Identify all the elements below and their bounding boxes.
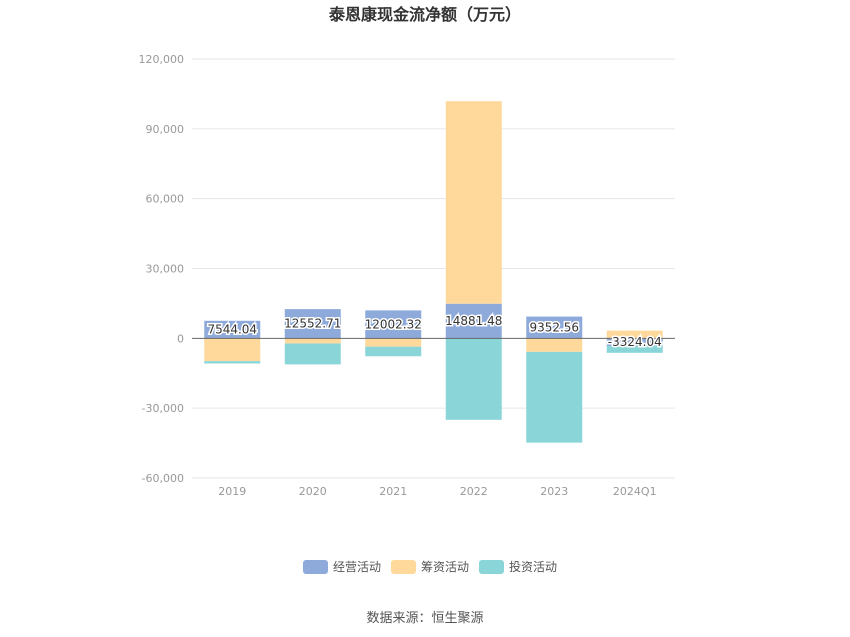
- bar-经营活动-2023: [526, 316, 583, 339]
- data-label: -3324.04: [608, 335, 662, 349]
- legend-label: 经营活动: [333, 560, 381, 574]
- data-label: 14881.48: [445, 314, 502, 328]
- data-label: 9352.56: [529, 320, 579, 334]
- y-tick-label: 0: [177, 332, 184, 345]
- bar-筹资活动-2023: [526, 338, 583, 352]
- bar-经营活动-2020: [284, 309, 341, 339]
- bar-筹资活动-2024Q1: [606, 330, 663, 339]
- y-tick-label: 90,000: [146, 123, 185, 136]
- bar-筹资活动-2021: [365, 338, 422, 347]
- legend-swatch: [479, 560, 504, 574]
- legend: 经营活动 筹资活动 投资活动: [303, 559, 557, 574]
- y-axis-ticks: 120,000 90,000 60,000 30,000 0 -30,000 -60,000: [139, 53, 185, 485]
- bar-筹资活动-2022: [445, 101, 502, 304]
- bar-投资活动-2020: [284, 343, 341, 365]
- source-text: 数据来源：恒生聚源: [366, 611, 483, 626]
- bars: [204, 101, 663, 443]
- chart-title: 泰恩康现金流净额（万元）: [328, 5, 521, 24]
- bar-投资活动-2022: [445, 338, 502, 420]
- x-tick-label: 2022: [460, 485, 488, 498]
- legend-swatch: [303, 560, 328, 574]
- x-tick-label: 2024Q1: [613, 485, 657, 498]
- legend-label: 筹资活动: [421, 560, 469, 574]
- bar-筹资活动-2019: [204, 338, 261, 362]
- data-label: 12002.32: [365, 317, 422, 331]
- bar-经营活动-2019: [204, 320, 261, 339]
- grid-lines: [192, 58, 675, 479]
- legend-swatch: [391, 560, 416, 574]
- bar-投资活动-2023: [526, 351, 583, 443]
- data-labels: 7544.04 12552.71 12002.32 14881.48 9352.56 -3…: [206, 313, 663, 351]
- bar-投资活动-2024Q1: [606, 346, 663, 353]
- x-tick-label: 2020: [299, 485, 327, 498]
- y-tick-label: 30,000: [146, 263, 185, 276]
- x-tick-label: 2019: [218, 485, 246, 498]
- y-tick-label: -60,000: [142, 472, 184, 485]
- bar-经营活动-2022: [445, 303, 502, 339]
- bar-投资活动-2019: [204, 361, 261, 364]
- bar-经营活动-2021: [365, 310, 422, 339]
- x-tick-label: 2023: [540, 485, 568, 498]
- data-label: 7544.04: [207, 323, 257, 337]
- bar-筹资活动-2020: [284, 338, 341, 344]
- x-axis-ticks: 2019 2020 2021 2022 2023 2024Q1: [218, 485, 656, 498]
- x-tick-label: 2021: [379, 485, 407, 498]
- bar-经营活动-2024Q1: [606, 338, 663, 347]
- y-tick-label: 120,000: [139, 53, 185, 66]
- data-label: 12552.71: [284, 317, 341, 331]
- y-tick-label: 60,000: [146, 193, 185, 206]
- legend-label: 投资活动: [509, 559, 557, 574]
- y-tick-label: -30,000: [142, 402, 184, 415]
- bar-投资活动-2021: [365, 346, 422, 357]
